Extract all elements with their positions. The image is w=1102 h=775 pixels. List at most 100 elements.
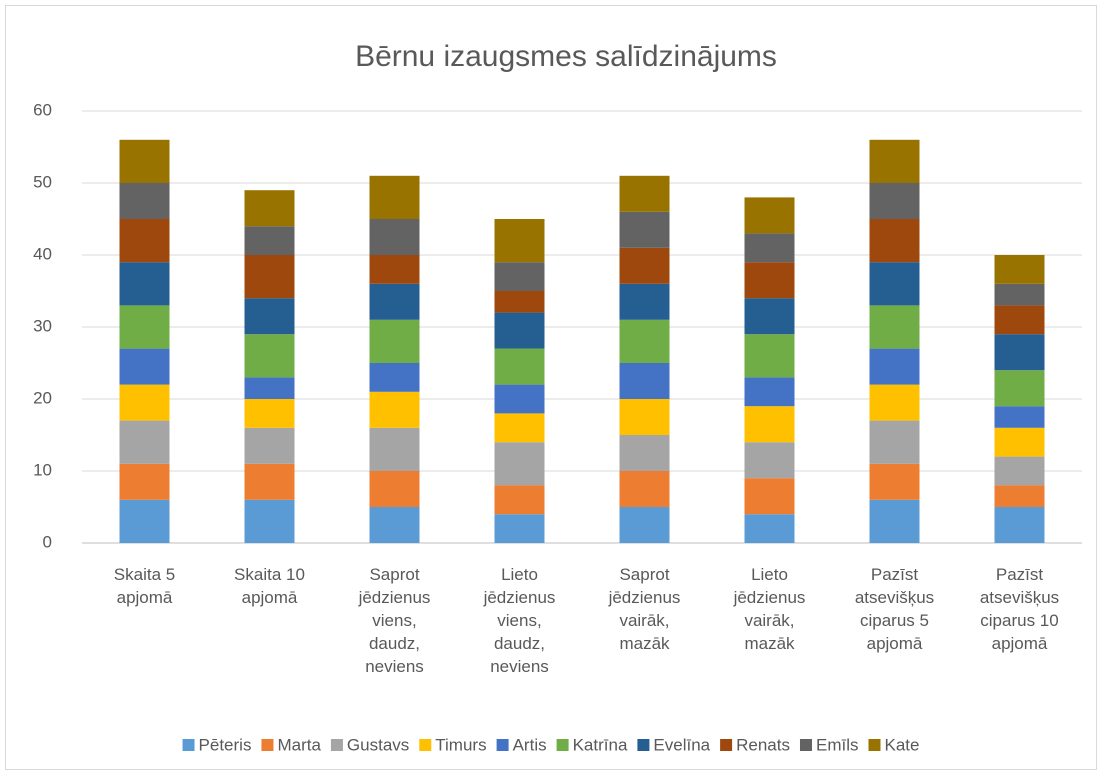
bar-segment bbox=[869, 420, 920, 464]
legend-label: Katrīna bbox=[573, 735, 628, 754]
legend-label: Renats bbox=[736, 735, 790, 754]
legend-swatch bbox=[419, 739, 432, 751]
legend-label: Pēteris bbox=[199, 735, 252, 754]
legend-label: Kate bbox=[884, 735, 919, 754]
bar-segment bbox=[244, 377, 295, 399]
bar-segment bbox=[119, 463, 170, 500]
bar-segment bbox=[119, 262, 170, 306]
legend-swatch bbox=[799, 739, 812, 751]
bar-segment bbox=[994, 406, 1045, 428]
legend-swatch bbox=[556, 739, 569, 751]
legend-swatch bbox=[637, 739, 650, 751]
bar-segment bbox=[494, 413, 545, 443]
bar-segment bbox=[619, 435, 670, 471]
bar-segment bbox=[994, 255, 1045, 284]
bar-segment bbox=[869, 219, 920, 263]
bar-segment bbox=[994, 427, 1045, 457]
bar-segment bbox=[119, 348, 170, 385]
bar-segment bbox=[494, 219, 545, 263]
bar-segment bbox=[369, 255, 420, 284]
x-tick-label: Saprot jēdzienus viens, daudz, neviens bbox=[358, 565, 431, 676]
bar-segment bbox=[244, 499, 295, 543]
bar-segment bbox=[244, 255, 295, 299]
x-tick-label: Lieto jēdzienus viens, daudz, neviens bbox=[483, 565, 556, 676]
bar-segment bbox=[619, 175, 670, 212]
legend-label: Timurs bbox=[435, 735, 486, 754]
x-tick-label: Pazīst atsevišķus ciparus 10 apjomā bbox=[979, 565, 1060, 653]
legend-label: Artis bbox=[513, 735, 547, 754]
bar-segment bbox=[244, 334, 295, 378]
bar-segment bbox=[244, 427, 295, 464]
y-tick-label: 40 bbox=[33, 244, 52, 263]
bar-segment bbox=[494, 348, 545, 385]
bar-segment bbox=[994, 507, 1045, 543]
bar-segment bbox=[994, 485, 1045, 507]
bar-segment bbox=[994, 305, 1045, 335]
bar-segment bbox=[119, 384, 170, 421]
bar-segment bbox=[244, 463, 295, 500]
bar-segment bbox=[869, 183, 920, 219]
bar-segment bbox=[119, 305, 170, 349]
bar-segment bbox=[119, 183, 170, 219]
y-tick-label: 50 bbox=[33, 172, 52, 191]
bar-segment bbox=[619, 247, 670, 284]
bar-segment bbox=[869, 139, 920, 183]
x-tick-label: Skaita 10 apjomā bbox=[234, 565, 305, 607]
x-tick-label: Saprot jēdzienus vairāk, mazāk bbox=[608, 565, 681, 653]
legend-label: Evelīna bbox=[653, 735, 710, 754]
bar-segment bbox=[369, 507, 420, 543]
legend-swatch bbox=[496, 739, 509, 751]
bar-segment bbox=[244, 226, 295, 255]
bar-segment bbox=[494, 312, 545, 349]
legend-swatch bbox=[330, 739, 343, 751]
bar-segment bbox=[494, 514, 545, 543]
bar-segment bbox=[369, 391, 420, 428]
bar-segment bbox=[869, 348, 920, 385]
bar-segment bbox=[369, 283, 420, 320]
bar-segment bbox=[994, 370, 1045, 407]
bar-segment bbox=[869, 384, 920, 421]
bar-segment bbox=[619, 211, 670, 248]
bar-segment bbox=[744, 197, 795, 234]
bar-segment bbox=[744, 298, 795, 335]
bar-segment bbox=[994, 283, 1045, 306]
bar-segment bbox=[619, 399, 670, 435]
bar-segment bbox=[994, 456, 1045, 486]
y-tick-label: 60 bbox=[33, 100, 52, 119]
bar-segment bbox=[244, 190, 295, 227]
bar-segment bbox=[369, 427, 420, 471]
chart-title: Bērnu izaugsmes salīdzinājums bbox=[355, 40, 777, 73]
bar-segment bbox=[494, 485, 545, 515]
legend-swatch bbox=[720, 739, 733, 751]
legend-swatch bbox=[182, 739, 195, 751]
bar-segment bbox=[494, 262, 545, 291]
bar-segment bbox=[744, 334, 795, 378]
bar-segment bbox=[869, 262, 920, 306]
y-tick-label: 20 bbox=[33, 388, 52, 407]
bar-segment bbox=[244, 399, 295, 428]
bar-segment bbox=[119, 219, 170, 263]
bar-segment bbox=[869, 305, 920, 349]
bar-segment bbox=[869, 499, 920, 543]
bar-segment bbox=[619, 319, 670, 363]
legend-label: Gustavs bbox=[347, 735, 409, 754]
bar-segment bbox=[619, 471, 670, 507]
bar-segment bbox=[744, 262, 795, 299]
bar-segment bbox=[494, 442, 545, 486]
bar-segment bbox=[369, 471, 420, 507]
bar-segment bbox=[369, 175, 420, 219]
bar-segment bbox=[244, 298, 295, 335]
bar-segment bbox=[369, 219, 420, 255]
legend-label: Emīls bbox=[816, 735, 859, 754]
bar-segment bbox=[744, 233, 795, 263]
bar-segment bbox=[619, 507, 670, 543]
bar-segment bbox=[869, 463, 920, 500]
x-tick-label: Pazīst atsevišķus ciparus 5 apjomā bbox=[854, 565, 935, 653]
bar-segment bbox=[494, 384, 545, 414]
y-tick-label: 0 bbox=[43, 532, 52, 551]
y-tick-label: 30 bbox=[33, 316, 52, 335]
legend-swatch bbox=[868, 739, 881, 751]
bar-segment bbox=[994, 334, 1045, 371]
